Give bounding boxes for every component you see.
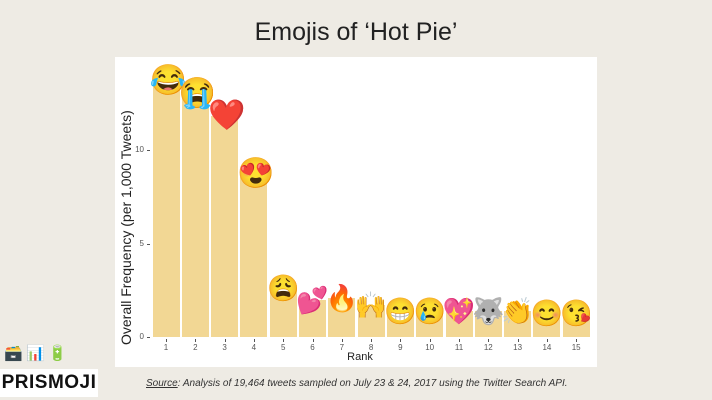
x-tick-mark: [371, 339, 373, 342]
prismoji-logo: PRISMOJI: [0, 369, 98, 397]
y-tick-label: 10: [135, 145, 144, 154]
smiling-blush-icon: 😊: [530, 297, 564, 328]
bar-rank-3: [211, 116, 239, 337]
source-note: Source: Analysis of 19,464 tweets sample…: [146, 378, 568, 389]
x-tick-mark: [166, 339, 167, 342]
battery-icon: 🔋: [48, 345, 67, 362]
x-tick-label: 13: [513, 343, 523, 352]
bar-rank-14: [533, 312, 561, 337]
x-tick-mark: [195, 339, 197, 342]
x-tick-label: 8: [368, 343, 374, 352]
x-tick-mark: [224, 339, 226, 342]
bar-rank-10: [416, 310, 444, 337]
clapping-hands-icon: 👏: [501, 295, 534, 326]
x-tick-label: 2: [193, 343, 198, 352]
two-hearts-icon: 💕: [296, 284, 329, 315]
y-axis-label: Overall Frequency (per 1,000 Tweets): [118, 110, 134, 345]
x-tick-label: 11: [454, 343, 464, 352]
y-tick-label: 0: [139, 332, 144, 341]
x-tick-mark: [253, 339, 255, 342]
x-tick-mark: [400, 339, 402, 342]
bar-chart-icon: 📊: [26, 345, 45, 362]
bar-rank-8: [357, 305, 385, 337]
x-tick-label: 9: [398, 343, 403, 352]
source-text: : Analysis of 19,464 tweets sampled on J…: [177, 378, 568, 389]
x-tick-mark: [517, 339, 519, 342]
bar-rank-6: [299, 299, 326, 337]
x-tick-label: 15: [571, 343, 581, 352]
chart-title: Emojis of ‘Hot Pie’: [254, 18, 458, 46]
bar-rank-9: [386, 310, 414, 337]
crying-face-icon: 😢: [413, 295, 446, 326]
x-tick-label: 5: [280, 343, 286, 352]
wolf-icon: 🐺: [472, 295, 505, 326]
face-with-tears-of-joy-icon: 😂: [149, 63, 187, 97]
x-tick-label: 12: [483, 343, 493, 352]
bar-rank-4: [240, 174, 268, 337]
x-tick-label: 6: [310, 343, 315, 352]
raising-hands-icon: 🙌: [354, 290, 388, 321]
x-axis-label: Rank: [347, 351, 373, 363]
brand-icons: 🗃️ 📊 🔋: [4, 345, 67, 363]
x-tick-mark: [429, 339, 431, 342]
sparkling-heart-icon: 💖: [442, 295, 476, 326]
y-tick-mark: [147, 337, 150, 338]
x-tick-label: 4: [251, 343, 257, 352]
x-tick-label: 1: [163, 343, 169, 352]
x-tick-mark: [341, 339, 343, 342]
bar-rank-1: [152, 80, 180, 337]
x-tick-mark: [459, 339, 460, 342]
source-label: Source: [146, 378, 178, 389]
y-tick-mark: [147, 243, 150, 245]
x-tick-mark: [312, 339, 314, 342]
weary-face-icon: 😩: [267, 273, 300, 304]
fire-icon: 🔥: [325, 282, 358, 313]
kissing-heart-icon: 😘: [560, 297, 593, 328]
y-tick-mark: [147, 150, 150, 151]
bar-rank-11: [445, 310, 473, 337]
x-tick-label: 14: [542, 343, 552, 352]
bar-rank-13: [504, 310, 532, 337]
x-tick-mark: [546, 339, 548, 342]
bar-rank-15: [562, 312, 590, 337]
heart-eyes-icon: 😍: [237, 157, 275, 191]
x-tick-label: 7: [339, 343, 345, 352]
bar-rank-2: [181, 93, 209, 337]
x-tick-mark: [576, 339, 578, 342]
loudly-crying-face-icon: 😭: [178, 76, 217, 110]
red-heart-icon: ❤️: [208, 99, 246, 133]
bar-rank-7: [328, 297, 356, 337]
x-tick-mark: [283, 339, 285, 342]
bar-rank-5: [269, 288, 297, 337]
x-tick-label: 3: [222, 343, 227, 352]
y-tick-label: 5: [139, 238, 144, 248]
bar-rank-12: [474, 310, 502, 337]
grinning-grimacing-icon: 😁: [384, 295, 417, 326]
card-file-box-icon: 🗃️: [4, 345, 23, 362]
x-tick-mark: [488, 339, 490, 342]
x-tick-label: 10: [425, 343, 435, 352]
